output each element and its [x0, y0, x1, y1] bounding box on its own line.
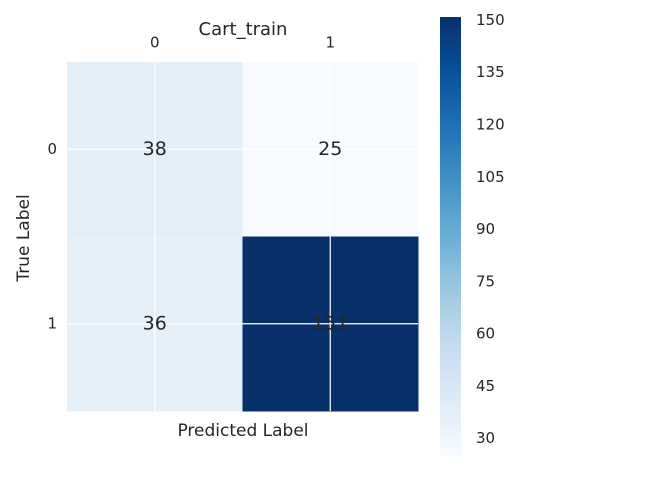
x-axis-label: Predicted Label — [177, 421, 308, 441]
colorbar — [440, 17, 461, 456]
cell-label: 151 — [312, 312, 348, 334]
chart-title: Cart_train — [199, 19, 288, 40]
cell-label: 25 — [318, 138, 342, 160]
colorbar-tick-label: 60 — [476, 325, 495, 343]
colorbar-tick-label: 135 — [476, 63, 505, 81]
cell-label: 38 — [143, 138, 167, 160]
colorbar-tick-label: 45 — [476, 377, 495, 395]
y-axis-label: True Label — [14, 194, 34, 282]
y-tick-label: 0 — [47, 140, 57, 158]
colorbar-tick-label: 120 — [476, 116, 505, 134]
x-tick-label: 0 — [150, 34, 160, 52]
colorbar-tick-label: 150 — [476, 11, 505, 29]
colorbar-tick-label: 75 — [476, 272, 495, 290]
colorbar-tick-label: 105 — [476, 168, 505, 186]
colorbar-tick-label: 90 — [476, 220, 495, 238]
cell-label: 36 — [143, 312, 167, 334]
y-tick-label: 1 — [47, 314, 57, 332]
x-tick-label: 1 — [325, 34, 335, 52]
colorbar-tick-label: 30 — [476, 429, 495, 447]
